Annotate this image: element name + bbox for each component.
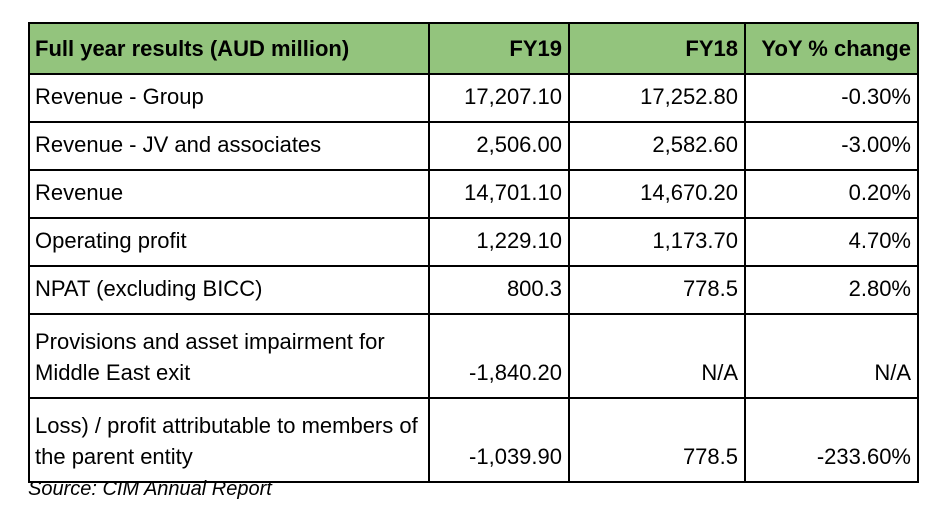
table-row: Revenue - Group 17,207.10 17,252.80 -0.3…	[28, 73, 919, 123]
fy18-value: 778.5	[568, 397, 746, 483]
fy19-value: 2,506.00	[428, 121, 570, 171]
yoy-value: -233.60%	[744, 397, 919, 483]
row-label: Operating profit	[28, 217, 430, 267]
yoy-value: 0.20%	[744, 169, 919, 219]
fy19-value: 1,229.10	[428, 217, 570, 267]
fy18-value: 2,582.60	[568, 121, 746, 171]
fy19-value: 17,207.10	[428, 73, 570, 123]
row-label: Revenue - Group	[28, 73, 430, 123]
table-row: Loss) / profit attributable to members o…	[28, 397, 919, 483]
yoy-value: 2.80%	[744, 265, 919, 315]
fy19-value: 800.3	[428, 265, 570, 315]
header-title-cell: Full year results (AUD million)	[28, 22, 430, 75]
row-label: Provisions and asset impairment for Midd…	[28, 313, 430, 399]
fy19-value: -1,840.20	[428, 313, 570, 399]
table-row: Provisions and asset impairment for Midd…	[28, 313, 919, 399]
table-row: Revenue - JV and associates 2,506.00 2,5…	[28, 121, 919, 171]
header-yoy-cell: YoY % change	[744, 22, 919, 75]
header-fy18-cell: FY18	[568, 22, 746, 75]
source-note: Source: CIM Annual Report	[28, 478, 272, 500]
fy19-value: -1,039.90	[428, 397, 570, 483]
row-label: Loss) / profit attributable to members o…	[28, 397, 430, 483]
yoy-value: N/A	[744, 313, 919, 399]
full-year-results-table: Full year results (AUD million) FY19 FY1…	[28, 22, 919, 483]
header-row: Full year results (AUD million) FY19 FY1…	[28, 22, 919, 75]
fy19-value: 14,701.10	[428, 169, 570, 219]
row-label: Revenue - JV and associates	[28, 121, 430, 171]
fy18-value: N/A	[568, 313, 746, 399]
table-row: NPAT (excluding BICC) 800.3 778.5 2.80%	[28, 265, 919, 315]
yoy-value: -3.00%	[744, 121, 919, 171]
fy18-value: 17,252.80	[568, 73, 746, 123]
results-table-container: Full year results (AUD million) FY19 FY1…	[28, 22, 919, 483]
row-label: Revenue	[28, 169, 430, 219]
header-fy19-cell: FY19	[428, 22, 570, 75]
fy18-value: 14,670.20	[568, 169, 746, 219]
yoy-value: 4.70%	[744, 217, 919, 267]
fy18-value: 1,173.70	[568, 217, 746, 267]
yoy-value: -0.30%	[744, 73, 919, 123]
table-row: Operating profit 1,229.10 1,173.70 4.70%	[28, 217, 919, 267]
row-label: NPAT (excluding BICC)	[28, 265, 430, 315]
table-row: Revenue 14,701.10 14,670.20 0.20%	[28, 169, 919, 219]
fy18-value: 778.5	[568, 265, 746, 315]
